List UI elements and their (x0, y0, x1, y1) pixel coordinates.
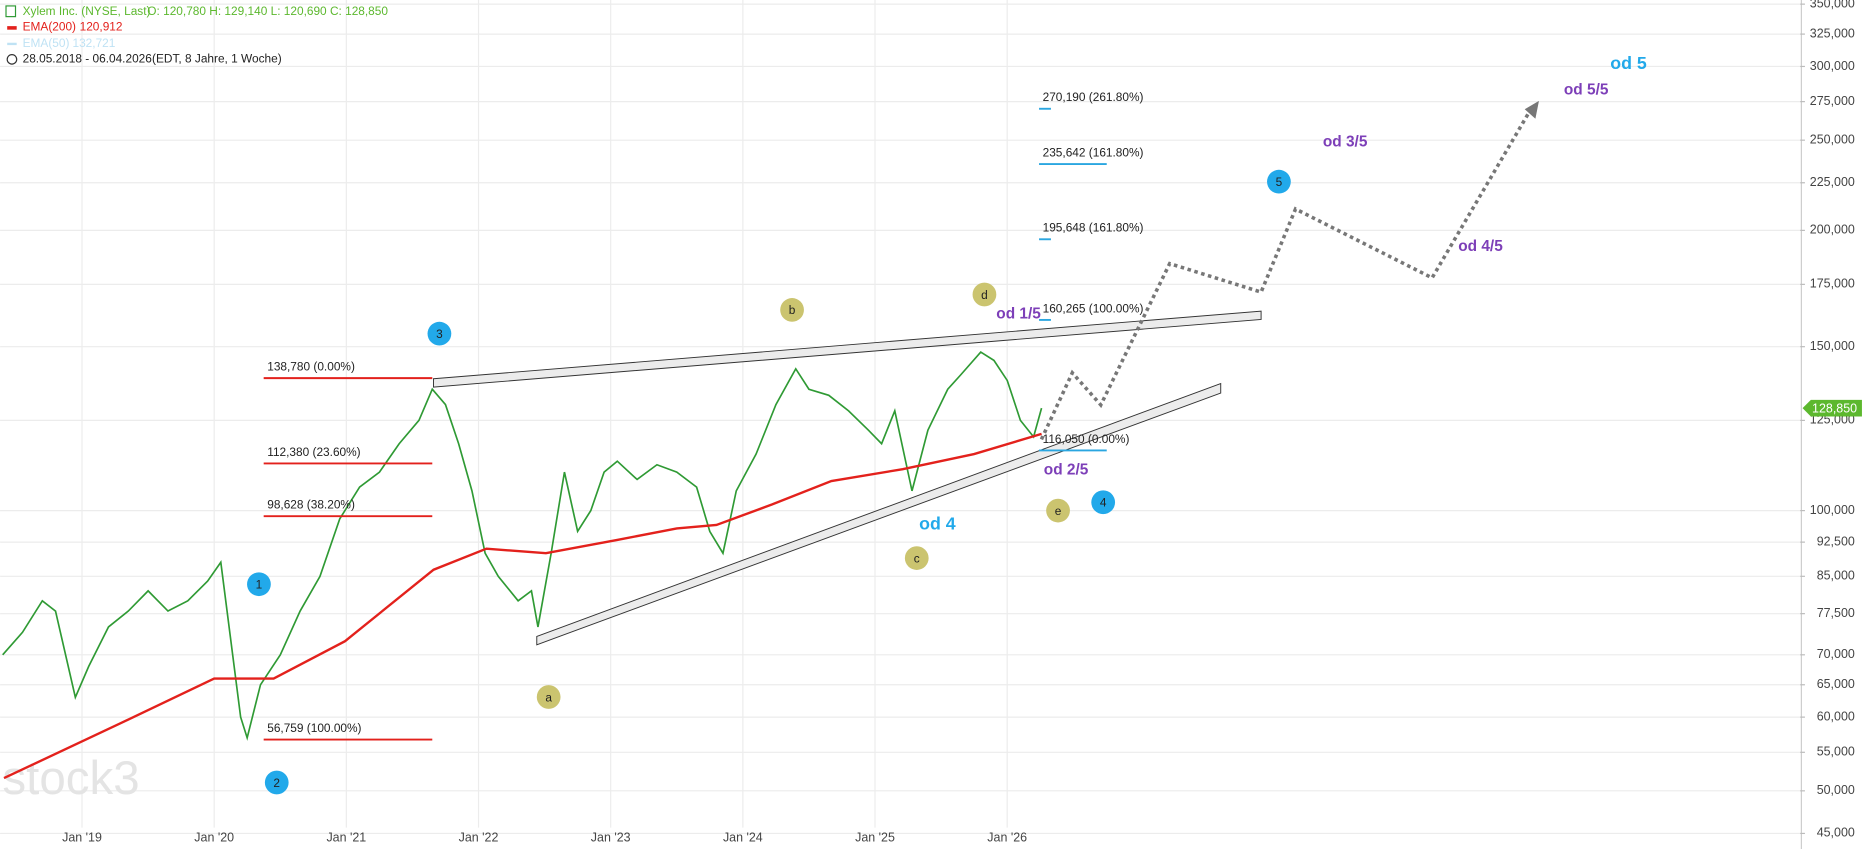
y-tick-label: 92,500 (1817, 534, 1855, 548)
target-label: 235,642 (161.80%) (1043, 146, 1144, 160)
fib-label: 98,628 (38.20%) (267, 498, 355, 512)
wave-marker (1091, 490, 1116, 515)
wave-label: 5 (1276, 175, 1283, 189)
period: 28.05.2018 - 06.04.2026 (23, 52, 153, 66)
y-tick-label: 300,000 (1810, 59, 1855, 73)
wave-label: b (789, 303, 796, 317)
wave-label: 1 (256, 578, 263, 592)
watermark: stock3 (2, 752, 139, 805)
y-tick-label: 60,000 (1817, 709, 1855, 723)
y-tick-label: 55,000 (1817, 745, 1855, 759)
annotation: od 3/5 (1323, 134, 1368, 151)
wave-marker (247, 572, 271, 597)
target-label: 160,265 (100.00%) (1043, 301, 1144, 315)
legend-swatch (7, 42, 17, 46)
wave-label: e (1055, 504, 1062, 518)
y-tick-label: 50,000 (1817, 783, 1855, 797)
legend-value: 132,721 (73, 36, 116, 50)
legend-label: EMA(200) (23, 19, 76, 33)
y-tick-label: 150,000 (1810, 339, 1855, 353)
projection-path (1039, 110, 1531, 441)
lower-trend-band (536, 382, 1222, 646)
wave-label: c (914, 551, 920, 565)
y-tick-label: 65,000 (1817, 677, 1855, 691)
annotation: od 5/5 (1564, 81, 1609, 98)
y-tick-label: 85,000 (1817, 569, 1855, 583)
y-tick-label: 350,000 (1810, 0, 1855, 10)
period-note: (EDT, 8 Jahre, 1 Woche) (152, 52, 282, 66)
ema-line (3, 432, 1042, 780)
wave-marker (972, 282, 997, 307)
x-tick-label: Jan '25 (855, 831, 895, 845)
y-tick-label: 200,000 (1810, 223, 1855, 237)
header: Xylem Inc. (NYSE, Last) O: 120,780 H: 12… (5, 4, 388, 66)
x-tick-label: Jan '23 (591, 831, 631, 845)
clock-icon (6, 54, 18, 65)
price-line (2, 350, 1043, 741)
wave-marker (1267, 169, 1291, 194)
annotation: od 5 (1610, 53, 1647, 73)
marks: 138,780 (0.00%) 112,380 (23.60%) 98,628 (3… (2, 53, 1862, 795)
x-tick-label: Jan '20 (194, 831, 234, 845)
wave-marker (1046, 498, 1070, 523)
target-label: 195,648 (161.80%) (1043, 221, 1144, 235)
last-price-label: 128,850 (1812, 402, 1857, 416)
wave-label: 4 (1100, 496, 1107, 510)
wave-label: d (981, 288, 988, 302)
x-tick-label: Jan '26 (987, 831, 1027, 845)
wave-marker (427, 321, 452, 346)
y-tick-label: 45,000 (1817, 826, 1855, 840)
wave-marker (536, 685, 561, 709)
upper-trend-band (432, 310, 1262, 388)
y-tick-label: 225,000 (1810, 175, 1855, 189)
fib-label: 112,380 (23.60%) (267, 445, 360, 459)
y-tick-label: 175,000 (1810, 277, 1855, 291)
y-tick-label: 275,000 (1810, 94, 1855, 108)
y-tick-label: 325,000 (1810, 26, 1855, 40)
legend-label: EMA(50) (23, 36, 70, 50)
y-tick-label: 250,000 (1810, 132, 1855, 146)
x-tick-label: Jan '22 (459, 831, 499, 845)
y-tick-label: 70,000 (1817, 647, 1855, 661)
wave-label: 2 (273, 776, 280, 790)
wave-marker (264, 770, 289, 795)
target-label: 270,190 (261.80%) (1043, 90, 1144, 104)
chart-title: Xylem Inc. (NYSE, Last) (23, 4, 151, 18)
annotation: od 4 (919, 514, 956, 534)
fib-label: 56,759 (100.00%) (267, 721, 361, 735)
target-label: 116,050 (0.00%) (1043, 432, 1130, 446)
wave-label: a (545, 690, 552, 704)
ohlc: O: 120,780 H: 129,140 L: 120,690 C: 128,… (147, 4, 388, 18)
y-tick-label: 77,500 (1817, 606, 1855, 620)
annotation: od 2/5 (1044, 461, 1089, 478)
wave-marker (780, 298, 804, 322)
x-tick-label: Jan '24 (723, 831, 763, 845)
x-tick-label: Jan '19 (62, 831, 102, 845)
projection-arrow (1524, 100, 1539, 119)
wave-label: 3 (436, 327, 443, 341)
annotation: od 4/5 (1458, 238, 1503, 255)
x-tick-label: Jan '21 (326, 831, 366, 845)
fib-label: 138,780 (0.00%) (267, 360, 355, 374)
y-tick-label: 100,000 (1810, 503, 1855, 517)
last-price-box (1802, 399, 1862, 417)
legend-value: 120,912 (80, 19, 123, 33)
annotation: od 1/5 (996, 306, 1041, 323)
chart-icon (5, 5, 17, 18)
legend-swatch (7, 26, 17, 30)
wave-marker (904, 546, 929, 570)
pattern-lines (432, 100, 1539, 646)
